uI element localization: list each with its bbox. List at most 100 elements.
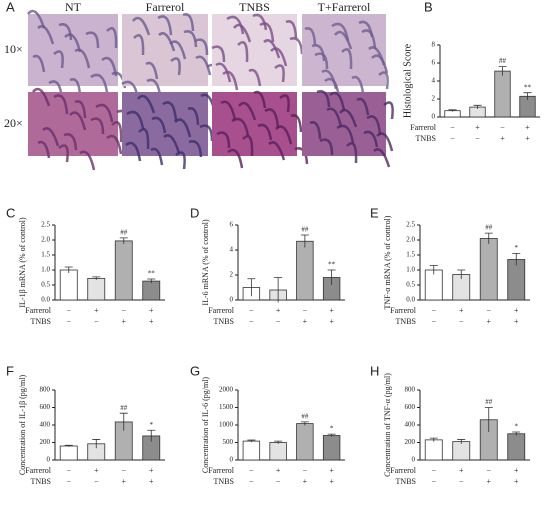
row-label: 10× xyxy=(4,42,23,56)
y-tick-label: 0 xyxy=(47,456,51,464)
tissue-fold xyxy=(341,48,353,70)
condition-mark: − xyxy=(431,466,436,475)
tissue-fold xyxy=(157,15,173,36)
tissue-fold xyxy=(368,46,386,66)
tissue-fold xyxy=(126,110,145,130)
y-tick-label: 400 xyxy=(40,421,51,429)
tissue-fold xyxy=(351,75,365,94)
tissue-fold xyxy=(358,20,374,38)
tissue-fold xyxy=(58,144,69,163)
bar xyxy=(296,423,314,461)
tissue-fold xyxy=(304,27,317,46)
panel-label: C xyxy=(6,205,15,220)
y-tick-label: 1.0 xyxy=(41,266,50,274)
tissue-fold xyxy=(27,9,46,29)
tissue-fold xyxy=(274,64,285,83)
condition-mark: + xyxy=(514,477,519,486)
tissue-fold xyxy=(238,101,257,121)
y-axis-label: IL-1β mRNA (% of control) xyxy=(18,217,27,308)
condition-mark: − xyxy=(450,134,455,143)
significance-mark: ## xyxy=(120,404,128,412)
column-label: TNBS xyxy=(239,0,270,14)
condition-mark: + xyxy=(329,306,334,315)
condition-mark: − xyxy=(66,477,71,486)
condition-label: Farrerol xyxy=(208,466,235,475)
condition-mark: − xyxy=(276,317,281,326)
tissue-fold xyxy=(252,13,268,31)
condition-mark: + xyxy=(486,477,491,486)
histology-image xyxy=(122,14,208,86)
y-axis-label: Histological Score xyxy=(402,43,413,118)
tissue-fold xyxy=(334,30,353,50)
tissue-fold xyxy=(378,71,389,90)
tissue-fold xyxy=(316,90,331,108)
y-tick-label: 0.0 xyxy=(406,296,415,304)
tissue-fold xyxy=(182,13,195,32)
y-axis-label: Concentration of TNF-α (pg/ml) xyxy=(383,373,392,477)
condition-mark: + xyxy=(149,466,154,475)
tissue-fold xyxy=(211,45,226,63)
condition-label: TNBS xyxy=(31,477,51,486)
bar xyxy=(242,440,261,461)
condition-label: Farrerol xyxy=(25,306,52,315)
tissue-fold xyxy=(285,20,298,39)
condition-mark: + xyxy=(94,466,99,475)
error-bar xyxy=(429,437,438,442)
tissue-fold xyxy=(37,25,55,45)
condition-mark: − xyxy=(475,134,480,143)
condition-mark: + xyxy=(303,317,308,326)
error-bar xyxy=(147,278,156,284)
condition-label: TNBS xyxy=(416,134,436,143)
error-bar xyxy=(429,265,438,275)
error-bar xyxy=(523,92,532,100)
significance-mark: * xyxy=(515,423,519,431)
column-label: NT xyxy=(65,0,82,14)
y-tick-label: 1000 xyxy=(219,421,234,429)
error-bar xyxy=(484,232,493,244)
y-tick-label: 6 xyxy=(230,221,234,229)
tissue-fold xyxy=(199,124,214,142)
condition-mark: + xyxy=(149,477,154,486)
tissue-fold xyxy=(336,124,355,144)
condition-mark: + xyxy=(514,466,519,475)
y-tick-label: 0 xyxy=(230,296,234,304)
y-tick-label: 0.5 xyxy=(406,281,415,289)
y-tick-label: 600 xyxy=(40,403,51,411)
condition-mark: − xyxy=(431,306,436,315)
significance-mark: ## xyxy=(485,224,493,232)
condition-mark: − xyxy=(431,477,436,486)
condition-mark: + xyxy=(500,134,505,143)
condition-mark: − xyxy=(121,306,126,315)
y-tick-label: 0.0 xyxy=(41,296,50,304)
tissue-fold xyxy=(187,107,200,126)
tissue-fold xyxy=(215,62,232,83)
error-bar xyxy=(274,440,283,444)
condition-mark: + xyxy=(121,477,126,486)
condition-mark: + xyxy=(514,317,519,326)
tissue-fold xyxy=(227,148,244,169)
tissue-fold xyxy=(383,101,394,120)
tissue-fold xyxy=(32,54,46,73)
tissue-fold xyxy=(150,147,164,166)
tissue-fold xyxy=(32,87,51,107)
condition-mark: + xyxy=(329,466,334,475)
tissue-fold xyxy=(242,135,254,157)
significance-mark: ## xyxy=(301,412,309,420)
tissue-fold xyxy=(195,55,212,76)
y-tick-label: 200 xyxy=(405,438,416,446)
condition-mark: + xyxy=(514,306,519,315)
tissue-fold xyxy=(90,73,109,93)
condition-mark: + xyxy=(276,306,281,315)
bar xyxy=(269,442,287,461)
condition-mark: + xyxy=(329,317,334,326)
tissue-fold xyxy=(53,50,64,69)
y-tick-label: 1500 xyxy=(219,403,234,411)
significance-mark: ** xyxy=(328,261,336,269)
y-tick-label: 600 xyxy=(405,403,416,411)
tissue-fold xyxy=(268,141,286,161)
condition-label: TNBS xyxy=(214,477,234,486)
condition-mark: + xyxy=(525,123,530,132)
condition-mark: + xyxy=(525,134,530,143)
tissue-fold xyxy=(222,70,239,91)
